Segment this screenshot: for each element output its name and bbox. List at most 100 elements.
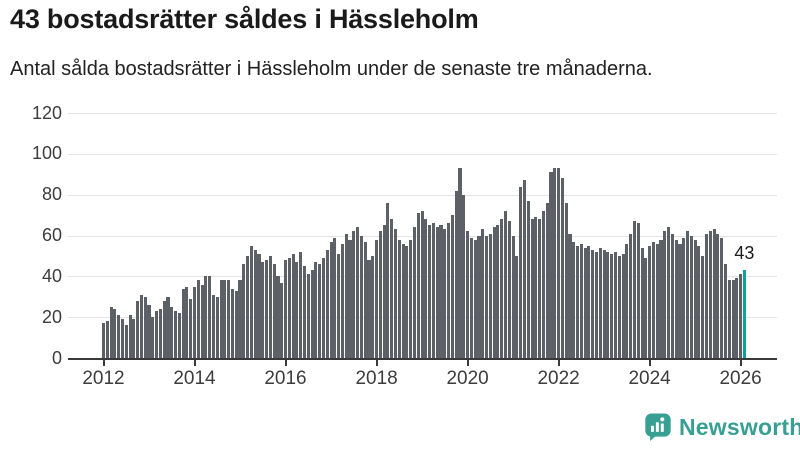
x-axis-tick-label: 2022: [537, 368, 580, 389]
bar: [530, 219, 534, 358]
bar: [545, 202, 549, 358]
bar: [246, 255, 250, 358]
bar: [147, 304, 151, 358]
bar: [629, 233, 633, 358]
bar: [667, 227, 671, 358]
bar: [238, 280, 242, 358]
bar: [234, 290, 238, 358]
chart-subtitle: Antal sålda bostadsrätter i Hässleholm u…: [10, 58, 653, 80]
bar: [412, 227, 417, 358]
bar: [223, 280, 227, 358]
bar: [397, 239, 401, 358]
bar: [466, 231, 470, 358]
bar: [598, 247, 602, 358]
bar: [174, 311, 178, 358]
chart-title: 43 bostadsrätter såldes i Hässleholm: [10, 4, 479, 34]
bar: [511, 235, 515, 358]
bar: [143, 296, 147, 358]
bar: [591, 249, 595, 358]
bar: [663, 231, 667, 358]
bar: [109, 307, 113, 358]
bar: [132, 319, 136, 358]
bar: [655, 243, 659, 358]
bar: [481, 229, 485, 358]
bar: [701, 255, 705, 358]
bar: [302, 266, 307, 358]
bar: [648, 245, 652, 358]
bar: [299, 251, 303, 358]
bar: [329, 241, 333, 358]
bar: [340, 243, 344, 358]
y-axis-tick-label: 60: [41, 225, 62, 245]
x-axis-tick: [739, 360, 742, 366]
x-axis-tick: [375, 360, 378, 366]
bar: [697, 245, 701, 358]
bar: [485, 235, 489, 358]
bar: [113, 309, 117, 358]
bar: [428, 225, 432, 358]
bar: [439, 225, 443, 358]
bar: [405, 245, 409, 358]
bar: [409, 239, 413, 358]
y-axis-tick-label: 80: [41, 184, 62, 205]
bar: [526, 200, 530, 358]
x-axis-tick: [648, 360, 651, 366]
y-axis-tick-label: 0: [51, 347, 62, 368]
bar: [553, 168, 557, 358]
bar: [276, 276, 280, 358]
gridline: [68, 153, 777, 155]
gridline: [68, 194, 777, 196]
newsworthy-logo: Newsworthy: [644, 412, 800, 442]
bar: [261, 262, 265, 358]
bar: [227, 280, 231, 358]
bar: [462, 194, 466, 358]
bar: [333, 237, 337, 358]
bar: [242, 264, 246, 358]
bar: [257, 253, 261, 358]
bar: [735, 278, 739, 358]
bar: [488, 233, 492, 358]
bar: [670, 233, 674, 358]
bar: [693, 239, 697, 358]
bar: [720, 237, 724, 358]
bar: [401, 243, 405, 358]
bar: [230, 288, 234, 358]
bar: [557, 168, 561, 358]
bar: [632, 221, 636, 358]
x-axis-tick-label: 2012: [82, 368, 125, 389]
bar: [587, 245, 591, 358]
y-axis-tick-label: 120: [31, 102, 62, 123]
bar: [283, 260, 288, 358]
newsworthy-wordmark: Newsworthy: [679, 413, 800, 440]
bar: [727, 280, 731, 358]
x-axis-tick-label: 2018: [355, 368, 398, 389]
x-axis-line: [68, 358, 777, 360]
bar: [211, 294, 216, 358]
bar: [549, 172, 553, 358]
bar: [579, 243, 583, 358]
x-axis-tick: [557, 360, 560, 366]
bar: [367, 260, 371, 358]
bar: [606, 251, 610, 358]
bar: [576, 245, 580, 358]
x-axis-tick-label: 2024: [628, 368, 671, 389]
bar: [356, 227, 360, 358]
bar: [477, 235, 481, 358]
bar: [674, 239, 678, 358]
bar: [708, 231, 712, 358]
bar: [291, 253, 295, 358]
bar: [128, 315, 132, 358]
bar: [390, 219, 394, 358]
bar: [416, 213, 420, 358]
bar: [181, 288, 185, 358]
bar: [617, 255, 621, 358]
bar: [177, 313, 181, 358]
bar: [253, 249, 257, 358]
bar: [352, 231, 356, 358]
bar: [640, 247, 644, 358]
bar: [503, 211, 508, 358]
bar: [155, 311, 159, 358]
bar: [120, 319, 124, 358]
bar: [200, 284, 204, 358]
